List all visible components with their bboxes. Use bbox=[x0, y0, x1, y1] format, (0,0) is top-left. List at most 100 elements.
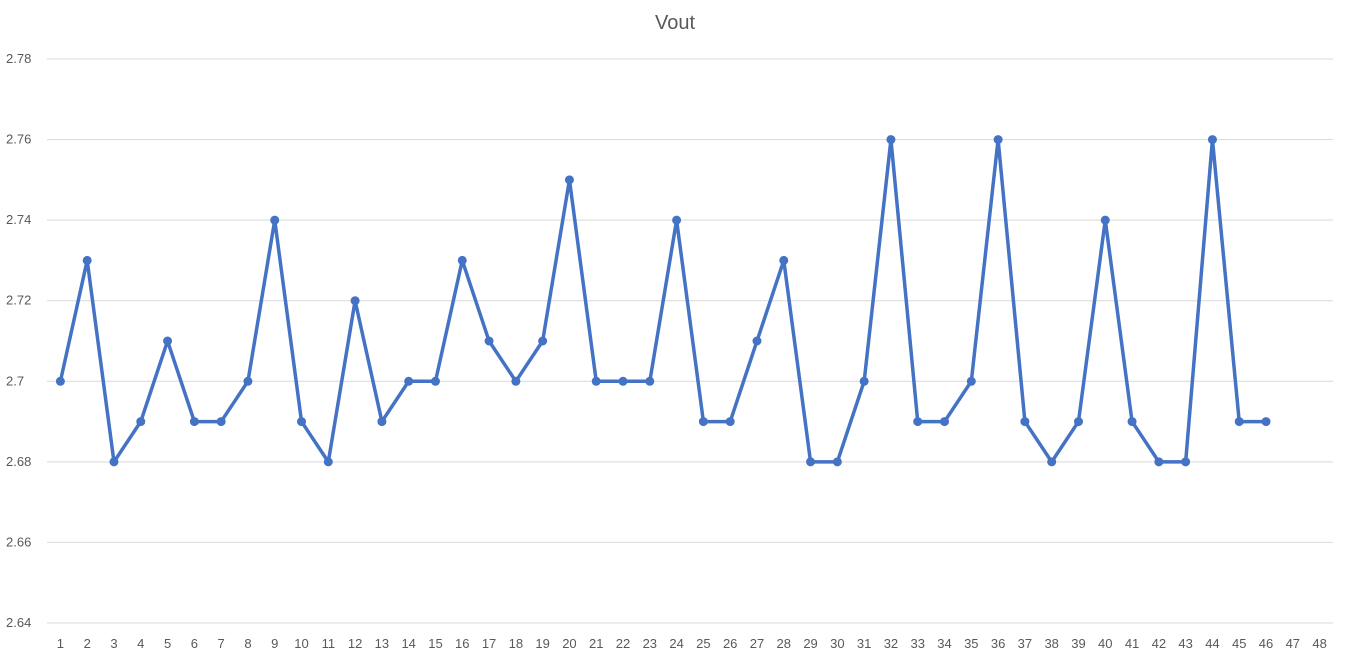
x-tick-label: 39 bbox=[1071, 636, 1085, 651]
x-tick-label: 46 bbox=[1259, 636, 1273, 651]
data-point bbox=[806, 457, 816, 467]
data-point bbox=[1047, 457, 1057, 467]
data-point bbox=[752, 336, 762, 346]
data-point bbox=[618, 376, 628, 386]
data-point bbox=[136, 417, 146, 427]
x-tick-label: 12 bbox=[348, 636, 362, 651]
x-tick-label: 28 bbox=[777, 636, 791, 651]
data-point bbox=[1127, 417, 1137, 427]
x-tick-label: 19 bbox=[535, 636, 549, 651]
y-tick-label: 2.72 bbox=[6, 293, 31, 308]
x-tick-label: 35 bbox=[964, 636, 978, 651]
x-tick-label: 41 bbox=[1125, 636, 1139, 651]
y-tick-label: 2.78 bbox=[6, 51, 31, 66]
data-point bbox=[698, 417, 708, 427]
x-tick-label: 15 bbox=[428, 636, 442, 651]
data-point bbox=[1154, 457, 1164, 467]
x-tick-label: 3 bbox=[110, 636, 117, 651]
x-tick-label: 44 bbox=[1205, 636, 1219, 651]
data-point bbox=[966, 376, 976, 386]
data-point bbox=[350, 296, 360, 306]
data-point bbox=[591, 376, 601, 386]
x-tick-label: 40 bbox=[1098, 636, 1112, 651]
x-tick-label: 45 bbox=[1232, 636, 1246, 651]
data-point bbox=[1100, 215, 1110, 225]
x-tick-label: 7 bbox=[218, 636, 225, 651]
x-tick-label: 16 bbox=[455, 636, 469, 651]
y-tick-label: 2.66 bbox=[6, 534, 31, 549]
data-point bbox=[377, 417, 387, 427]
y-tick-label: 2.7 bbox=[6, 373, 24, 388]
x-tick-label: 4 bbox=[137, 636, 144, 651]
x-tick-label: 38 bbox=[1044, 636, 1058, 651]
data-point bbox=[1020, 417, 1030, 427]
data-point bbox=[1207, 135, 1217, 145]
data-point bbox=[940, 417, 950, 427]
data-point bbox=[430, 376, 440, 386]
data-point bbox=[55, 376, 65, 386]
x-tick-label: 25 bbox=[696, 636, 710, 651]
data-point bbox=[913, 417, 923, 427]
x-tick-label: 43 bbox=[1178, 636, 1192, 651]
data-point bbox=[1073, 417, 1083, 427]
x-tick-label: 6 bbox=[191, 636, 198, 651]
x-tick-label: 32 bbox=[884, 636, 898, 651]
data-point bbox=[189, 417, 199, 427]
x-tick-label: 37 bbox=[1018, 636, 1032, 651]
y-tick-label: 2.68 bbox=[6, 454, 31, 469]
data-point bbox=[725, 417, 735, 427]
data-point bbox=[886, 135, 896, 145]
data-point bbox=[511, 376, 521, 386]
x-tick-label: 5 bbox=[164, 636, 171, 651]
x-tick-label: 42 bbox=[1152, 636, 1166, 651]
data-point bbox=[109, 457, 119, 467]
data-point bbox=[672, 215, 682, 225]
data-point bbox=[404, 376, 414, 386]
x-tick-label: 26 bbox=[723, 636, 737, 651]
x-tick-label: 20 bbox=[562, 636, 576, 651]
x-tick-label: 21 bbox=[589, 636, 603, 651]
data-point bbox=[538, 336, 548, 346]
x-tick-label: 36 bbox=[991, 636, 1005, 651]
x-tick-label: 13 bbox=[375, 636, 389, 651]
x-tick-label: 24 bbox=[669, 636, 683, 651]
data-point bbox=[645, 376, 655, 386]
x-tick-label: 18 bbox=[509, 636, 523, 651]
x-tick-label: 30 bbox=[830, 636, 844, 651]
data-point bbox=[297, 417, 307, 427]
x-tick-label: 8 bbox=[244, 636, 251, 651]
data-point bbox=[82, 255, 92, 265]
x-tick-label: 1 bbox=[57, 636, 64, 651]
x-tick-label: 2 bbox=[84, 636, 91, 651]
chart-title: Vout bbox=[654, 12, 696, 34]
data-point bbox=[270, 215, 280, 225]
data-point bbox=[163, 336, 173, 346]
y-tick-label: 2.74 bbox=[6, 212, 31, 227]
x-tick-label: 29 bbox=[803, 636, 817, 651]
data-point bbox=[484, 336, 494, 346]
data-point bbox=[457, 255, 467, 265]
data-point bbox=[243, 376, 253, 386]
x-tick-label: 47 bbox=[1286, 636, 1300, 651]
data-point bbox=[859, 376, 869, 386]
y-tick-label: 2.64 bbox=[6, 615, 31, 630]
data-point bbox=[1181, 457, 1191, 467]
x-tick-label: 34 bbox=[937, 636, 951, 651]
x-tick-label: 17 bbox=[482, 636, 496, 651]
x-tick-label: 48 bbox=[1312, 636, 1326, 651]
data-point bbox=[779, 255, 789, 265]
x-tick-label: 22 bbox=[616, 636, 630, 651]
data-point bbox=[1234, 417, 1244, 427]
x-tick-label: 11 bbox=[322, 636, 336, 651]
data-point bbox=[216, 417, 226, 427]
x-tick-label: 27 bbox=[750, 636, 764, 651]
x-tick-label: 33 bbox=[910, 636, 924, 651]
x-tick-label: 23 bbox=[643, 636, 657, 651]
data-point bbox=[1261, 417, 1271, 427]
x-tick-label: 31 bbox=[857, 636, 871, 651]
data-point bbox=[832, 457, 842, 467]
x-tick-label: 10 bbox=[294, 636, 308, 651]
data-point bbox=[323, 457, 333, 467]
